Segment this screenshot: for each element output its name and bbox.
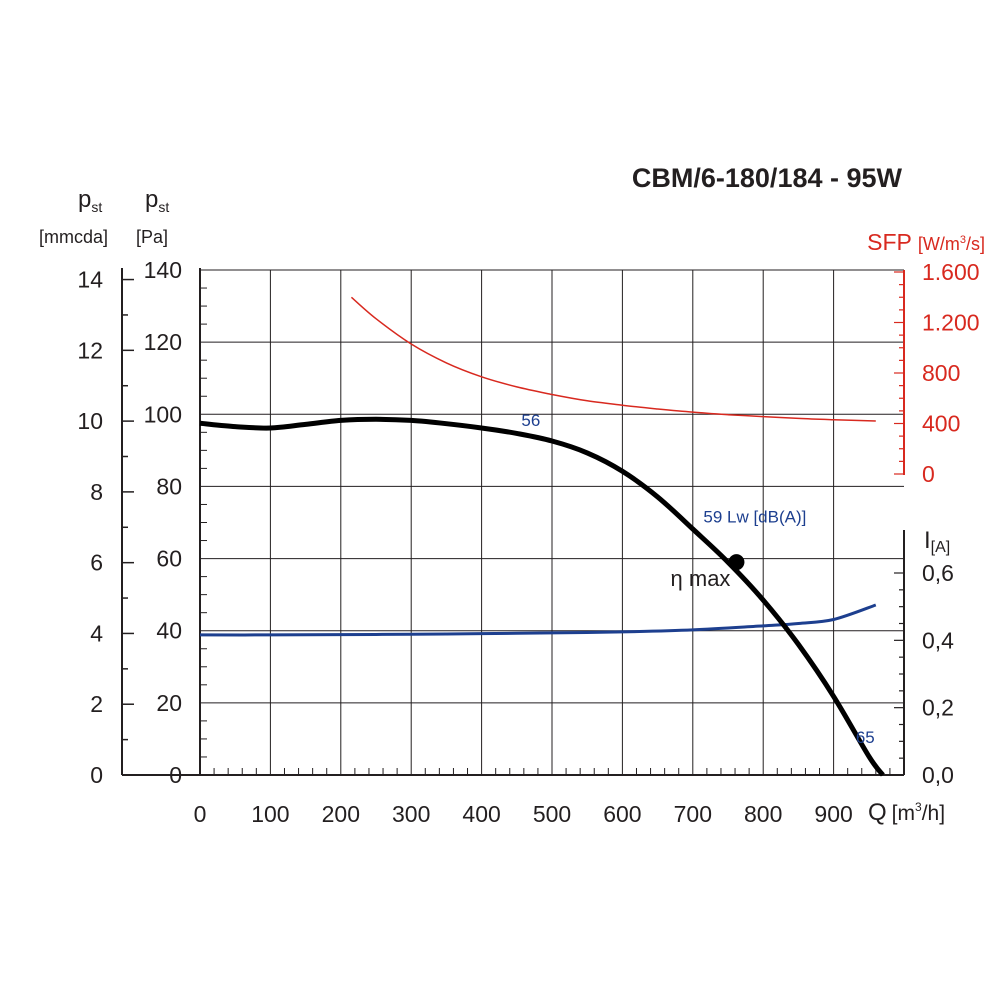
mmcda-tick-label: 4 <box>90 620 103 646</box>
current-tick-label: 0,4 <box>922 627 954 653</box>
pa-axis-unit: [Pa] <box>136 227 168 247</box>
mmcda-tick-label: 6 <box>90 550 103 576</box>
eta-max-label: η max <box>671 566 731 591</box>
x-tick-label: 200 <box>322 801 360 827</box>
x-tick-label: 700 <box>674 801 712 827</box>
sfp-tick-label: 0 <box>922 461 935 487</box>
x-tick-label: 0 <box>194 801 207 827</box>
pa-tick-label: 100 <box>144 401 182 427</box>
mmcda-axis-unit: [mmcda] <box>39 227 108 247</box>
eta-max-point <box>728 554 745 571</box>
x-tick-label: 600 <box>603 801 641 827</box>
x-tick-label: 800 <box>744 801 782 827</box>
x-tick-label: 300 <box>392 801 430 827</box>
pa-tick-label: 60 <box>156 546 182 572</box>
x-axis-label: Q [m3/h] <box>868 799 945 826</box>
pa-tick-label: 20 <box>156 690 182 716</box>
noise-label-65: 65 <box>856 728 875 747</box>
pa-tick-label: 40 <box>156 618 182 644</box>
mmcda-tick-label: 14 <box>77 267 103 293</box>
pressure-curve <box>199 416 885 777</box>
x-tick-label: 500 <box>533 801 571 827</box>
pa-tick-label: 120 <box>144 329 182 355</box>
sfp-tick-label: 400 <box>922 411 960 437</box>
sfp-tick-label: 1.200 <box>922 310 980 336</box>
sfp-axis-label: SFP [W/m3/s] <box>867 229 985 255</box>
current-axis-label: I[A] <box>924 527 950 556</box>
mmcda-tick-label: 0 <box>90 762 103 788</box>
current-curve <box>199 603 877 637</box>
noise-label-59: 59 Lw [dB(A)] <box>703 507 806 526</box>
chart-grid <box>200 269 904 775</box>
axis-tick-labels: 0 100 200 300 400 500 600 700 800 900020406080100… <box>77 257 979 827</box>
pa-tick-label: 140 <box>144 257 182 283</box>
sfp-tick-label: 1.600 <box>922 259 980 285</box>
sfp-curve <box>350 296 876 422</box>
x-tick-label: 100 <box>251 801 289 827</box>
noise-label-56: 56 <box>521 411 540 430</box>
sfp-tick-label: 800 <box>922 360 960 386</box>
x-tick-label: 900 <box>814 801 852 827</box>
pa-axis-symbol: pst <box>145 186 169 215</box>
mmcda-tick-label: 8 <box>90 479 103 505</box>
mmcda-tick-label: 12 <box>77 337 103 363</box>
pa-tick-label: 0 <box>169 762 182 788</box>
x-tick-label: 400 <box>462 801 500 827</box>
pa-tick-label: 80 <box>156 473 182 499</box>
mmcda-tick-label: 2 <box>90 691 103 717</box>
mmcda-axis-symbol: pst <box>78 186 102 215</box>
chart-title: CBM/6-180/184 - 95W <box>632 163 903 193</box>
current-tick-label: 0,2 <box>922 695 954 721</box>
mmcda-tick-label: 10 <box>77 408 103 434</box>
current-tick-label: 0,6 <box>922 560 954 586</box>
current-tick-label: 0,0 <box>922 762 954 788</box>
